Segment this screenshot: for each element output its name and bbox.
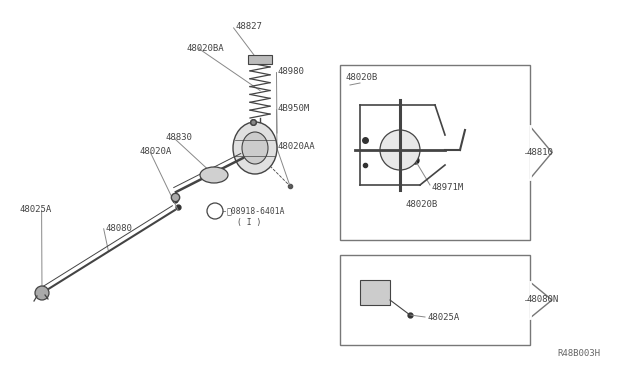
Bar <box>360 280 390 305</box>
Text: N: N <box>212 208 218 214</box>
Text: 48810: 48810 <box>526 148 553 157</box>
Bar <box>340 255 530 345</box>
Text: 48025A: 48025A <box>427 312 460 321</box>
Text: 48020B: 48020B <box>345 73 377 81</box>
Polygon shape <box>530 126 552 179</box>
Ellipse shape <box>233 122 277 174</box>
Ellipse shape <box>200 167 228 183</box>
Circle shape <box>380 130 420 170</box>
Text: 48025A: 48025A <box>19 205 51 214</box>
Text: ( I ): ( I ) <box>237 218 261 228</box>
Text: 48980: 48980 <box>278 67 305 76</box>
Text: 48020AA: 48020AA <box>278 142 316 151</box>
Bar <box>248 55 272 64</box>
Text: ⓝ08918-6401A: ⓝ08918-6401A <box>227 206 285 215</box>
Ellipse shape <box>35 286 49 300</box>
Text: 48020BA: 48020BA <box>187 44 225 53</box>
Text: R48B003H: R48B003H <box>557 349 600 358</box>
Text: 48080: 48080 <box>106 224 132 232</box>
Circle shape <box>207 203 223 219</box>
Text: 48830: 48830 <box>165 133 192 142</box>
Text: 4B950M: 4B950M <box>278 105 310 113</box>
Text: 48080N: 48080N <box>526 295 558 305</box>
Ellipse shape <box>242 132 268 164</box>
Text: 48020B: 48020B <box>405 201 437 209</box>
Text: 48020A: 48020A <box>140 147 172 156</box>
Bar <box>340 65 530 240</box>
Polygon shape <box>530 282 552 318</box>
Text: 48971M: 48971M <box>432 183 464 192</box>
Text: 48827: 48827 <box>236 22 262 31</box>
